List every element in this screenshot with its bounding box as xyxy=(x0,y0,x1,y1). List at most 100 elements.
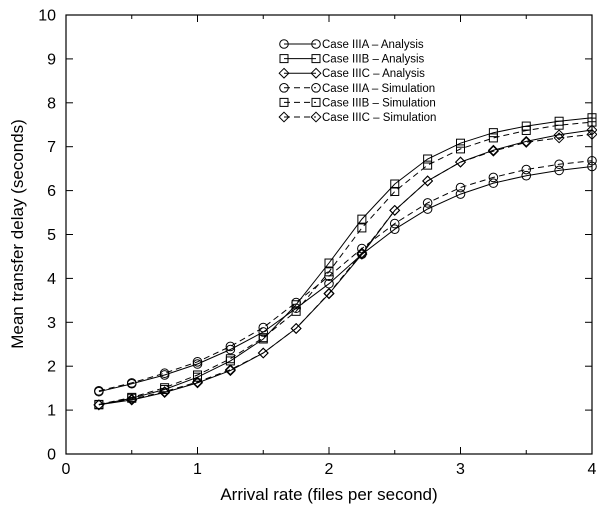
data-point xyxy=(586,128,597,140)
data-point xyxy=(93,399,105,411)
data-point xyxy=(389,218,400,229)
data-point xyxy=(258,322,269,333)
legend-entry: Case IIIB – Simulation xyxy=(279,97,436,109)
data-point xyxy=(521,164,532,175)
data-point xyxy=(356,248,368,260)
legend-marker xyxy=(279,39,289,49)
legend-marker xyxy=(278,67,290,79)
y-tick-label: 3 xyxy=(47,315,56,332)
x-tick-label: 2 xyxy=(325,461,334,478)
data-point xyxy=(324,258,334,268)
series-5 xyxy=(94,117,597,409)
legend-marker xyxy=(311,97,321,107)
data-point xyxy=(488,178,499,188)
data-point xyxy=(390,179,400,189)
data-point xyxy=(488,172,499,183)
series-line xyxy=(98,166,593,393)
legend-marker xyxy=(311,39,321,49)
data-point xyxy=(553,132,565,144)
y-tick-label: 0 xyxy=(47,447,56,464)
legend-marker xyxy=(279,83,289,93)
data-point xyxy=(323,287,335,299)
data-point xyxy=(159,386,171,398)
x-tick-label: 1 xyxy=(193,461,202,478)
data-point xyxy=(389,204,401,216)
data-point xyxy=(193,370,202,380)
data-point xyxy=(487,145,499,157)
legend-marker xyxy=(310,111,322,123)
data-point xyxy=(224,364,236,376)
data-point xyxy=(521,170,532,181)
y-tick-label: 8 xyxy=(47,95,56,112)
x-tick-label: 3 xyxy=(456,461,465,478)
axis-ticks: 0 1 2 3 4 0 1 2 3 4 5 6 7 8 9 10 xyxy=(38,8,596,479)
data-point xyxy=(456,138,465,148)
legend-marker xyxy=(279,97,289,107)
legend-marker xyxy=(279,54,289,64)
legend-marker xyxy=(311,83,321,93)
data-point xyxy=(258,327,269,337)
y-tick-label: 5 xyxy=(47,227,56,244)
data-point xyxy=(257,347,269,359)
data-point xyxy=(192,359,203,369)
legend-label: Case IIIA – Simulation xyxy=(322,83,435,95)
legend-marker xyxy=(311,54,321,64)
data-point xyxy=(191,376,204,388)
data-point xyxy=(390,186,400,196)
legend-label: Case IIIC – Simulation xyxy=(322,112,436,124)
legend-entry: Case IIIC – Analysis xyxy=(278,67,425,80)
data-point xyxy=(192,357,203,367)
data-point xyxy=(422,175,434,187)
data-point xyxy=(160,383,170,393)
data-point xyxy=(225,341,236,352)
data-point xyxy=(224,365,236,377)
data-point xyxy=(422,198,433,208)
y-tick-label: 2 xyxy=(47,359,56,376)
legend-label: Case IIIB – Analysis xyxy=(322,54,425,66)
y-tick-label: 10 xyxy=(38,8,56,25)
series-4 xyxy=(94,155,597,396)
data-point xyxy=(225,354,235,364)
data-point xyxy=(423,160,433,170)
series-layer xyxy=(93,113,597,411)
data-point xyxy=(587,117,597,127)
y-tick-label: 1 xyxy=(47,403,56,420)
data-point xyxy=(554,159,564,170)
data-point xyxy=(553,129,565,141)
data-point xyxy=(423,154,433,164)
data-point xyxy=(291,306,301,316)
legend-entry: Case IIIA – Simulation xyxy=(279,83,435,95)
legend-label: Case IIIA – Analysis xyxy=(322,39,424,51)
legend: Case IIIA – Analysis Case IIIB – Analysis… xyxy=(278,39,436,124)
x-tick-label: 0 xyxy=(62,461,71,478)
data-point xyxy=(291,297,301,308)
y-tick-label: 6 xyxy=(47,183,56,200)
series-line xyxy=(98,117,593,406)
y-axis-label: Mean transfer delay (seconds) xyxy=(8,119,27,349)
data-point xyxy=(357,214,367,224)
plot-frame xyxy=(65,14,593,455)
data-point xyxy=(126,378,137,388)
series-line xyxy=(98,129,593,406)
series-line xyxy=(98,121,593,405)
legend-entry: Case IIIC – Simulation xyxy=(278,111,436,124)
data-point xyxy=(127,392,137,402)
data-point xyxy=(389,224,400,235)
legend-label: Case IIIC – Analysis xyxy=(322,68,425,80)
series-line xyxy=(98,160,593,392)
legend-entry: Case IIIA – Analysis xyxy=(279,39,424,51)
data-point xyxy=(126,393,138,405)
data-point xyxy=(488,128,498,138)
data-point xyxy=(159,368,170,379)
series-3 xyxy=(93,124,597,411)
legend-marker xyxy=(310,67,322,79)
y-tick-label: 4 xyxy=(47,271,56,288)
data-point xyxy=(521,125,531,135)
y-tick-label: 9 xyxy=(47,51,56,68)
data-point xyxy=(520,135,532,147)
data-point xyxy=(454,156,467,168)
x-tick-label: 4 xyxy=(588,461,597,478)
data-point xyxy=(94,385,104,396)
data-point xyxy=(554,165,564,176)
